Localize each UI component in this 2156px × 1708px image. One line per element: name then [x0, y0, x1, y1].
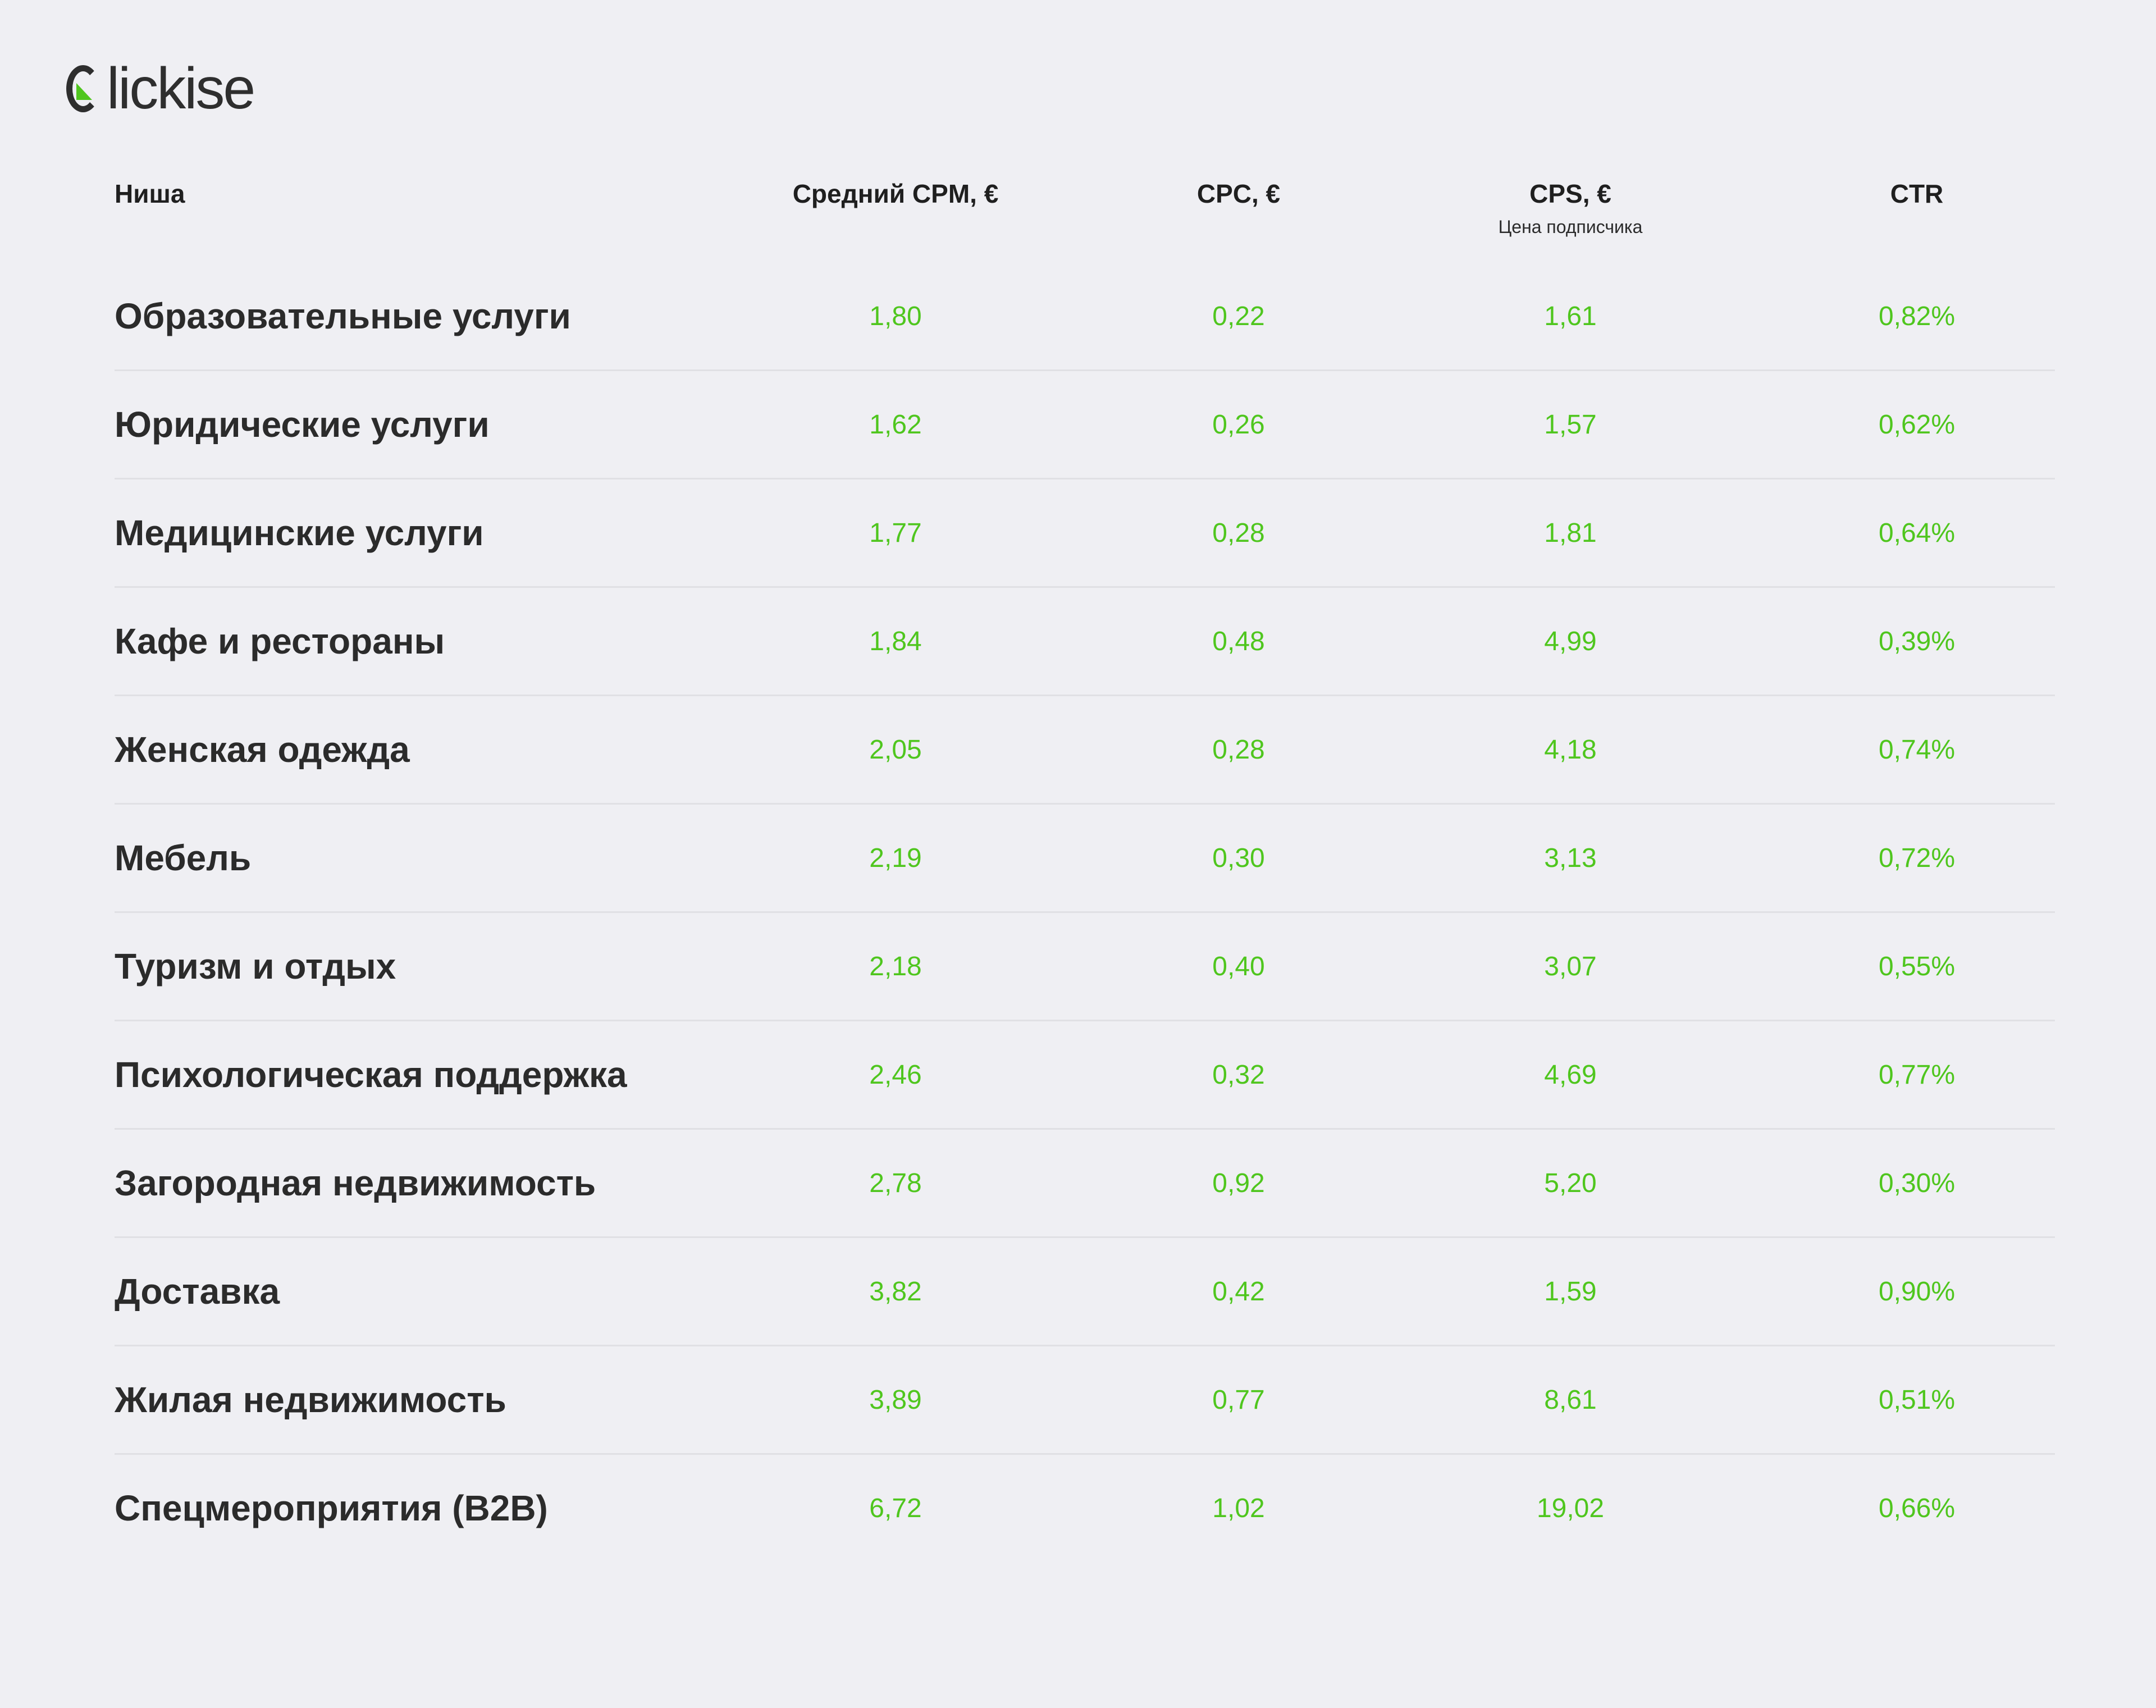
cell-ctr: 0,82%: [1779, 263, 2055, 371]
cell-cpc: 0,48: [1115, 587, 1362, 696]
cell-ctr: 0,64%: [1779, 478, 2055, 588]
cell-cpm: 2,05: [676, 695, 1115, 805]
logo-c-icon: [66, 65, 106, 112]
table-row: Женская одежда 2,05 0,28 4,18 0,74%: [115, 695, 2055, 805]
cell-cps: 3,13: [1362, 803, 1779, 913]
cell-ctr: 0,77%: [1779, 1020, 2055, 1130]
cell-cpm: 1,80: [676, 263, 1115, 371]
cell-niche: Туризм и отдых: [115, 912, 676, 1021]
cell-cps: 4,18: [1362, 695, 1779, 805]
cell-cpm: 1,84: [676, 587, 1115, 696]
cell-cpc: 0,22: [1115, 263, 1362, 371]
cell-cps: 1,81: [1362, 478, 1779, 588]
header-cpc: CPC, €: [1196, 179, 1281, 208]
table-row: Жилая недвижимость 3,89 0,77 8,61 0,51%: [115, 1345, 2055, 1455]
table-row: Кафе и рестораны 1,84 0,48 4,99 0,39%: [115, 587, 2055, 696]
table-body: Образовательные услуги 1,80 0,22 1,61 0,82% Ю…: [115, 263, 2055, 1561]
cell-ctr: 0,51%: [1779, 1345, 2055, 1455]
cell-niche: Медицинские услуги: [115, 478, 676, 588]
cell-ctr: 0,72%: [1779, 803, 2055, 913]
cell-cps: 8,61: [1362, 1345, 1779, 1455]
cell-cpm: 1,77: [676, 478, 1115, 588]
cell-ctr: 0,39%: [1779, 587, 2055, 696]
cell-cpm: 2,19: [676, 803, 1115, 913]
cell-cpc: 0,32: [1115, 1020, 1362, 1130]
cell-cps: 3,07: [1362, 912, 1779, 1021]
cell-ctr: 0,90%: [1779, 1237, 2055, 1346]
table-row: Доставка 3,82 0,42 1,59 0,90%: [115, 1237, 2055, 1346]
cell-cpm: 3,89: [676, 1345, 1115, 1455]
cell-cpm: 2,18: [676, 912, 1115, 1021]
table-row: Юридические услуги 1,62 0,26 1,57 0,62%: [115, 370, 2055, 479]
cell-cpc: 0,77: [1115, 1345, 1362, 1455]
header-niche: Ниша: [115, 179, 185, 208]
cell-cps: 4,69: [1362, 1020, 1779, 1130]
cell-cpc: 0,30: [1115, 803, 1362, 913]
cell-cpc: 0,92: [1115, 1129, 1362, 1238]
header-cps: CPS, € Цена подписчика: [1362, 163, 1779, 263]
cell-ctr: 0,30%: [1779, 1129, 2055, 1238]
cell-ctr: 0,74%: [1779, 695, 2055, 805]
cell-niche: Спецмероприятия (B2B): [115, 1488, 548, 1528]
cell-ctr: 0,66%: [1878, 1493, 1956, 1523]
cell-cps: 5,20: [1362, 1129, 1779, 1238]
cell-cps: 1,59: [1362, 1237, 1779, 1346]
logo-text: lickise: [107, 56, 255, 121]
table-row: Медицинские услуги 1,77 0,28 1,81 0,64%: [115, 478, 2055, 588]
cell-cpc: 0,26: [1115, 370, 1362, 479]
cell-niche: Психологическая поддержка: [115, 1020, 676, 1130]
cell-niche: Женская одежда: [115, 695, 676, 805]
table-row: Загородная недвижимость 2,78 0,92 5,20 0,30%: [115, 1129, 2055, 1238]
header-cpm: Средний CPM, €: [792, 179, 999, 208]
cell-niche: Мебель: [115, 803, 676, 913]
cell-cps: 1,61: [1362, 263, 1779, 371]
cell-cpm: 1,62: [676, 370, 1115, 479]
table-row: Мебель 2,19 0,30 3,13 0,72%: [115, 803, 2055, 913]
cell-cpc: 0,40: [1115, 912, 1362, 1021]
table-row: Психологическая поддержка 2,46 0,32 4,69 0,7…: [115, 1020, 2055, 1130]
cell-cpc: 1,02: [1212, 1493, 1265, 1523]
header-ctr: CTR: [1890, 179, 1944, 208]
cell-cps: 1,57: [1362, 370, 1779, 479]
cell-ctr: 0,62%: [1779, 370, 2055, 479]
niche-metrics-table: Ниша Средний CPM, € CPC, € CPS, € Цена п…: [115, 163, 2055, 1561]
header-cps-sublabel: Цена подписчика: [1498, 217, 1643, 237]
clickise-logo: lickise: [66, 56, 255, 121]
cell-niche: Жилая недвижимость: [115, 1345, 676, 1455]
cell-ctr: 0,55%: [1779, 912, 2055, 1021]
table-header-row: Ниша Средний CPM, € CPC, € CPS, € Цена п…: [115, 163, 2055, 263]
cell-niche: Загородная недвижимость: [115, 1129, 676, 1238]
table-row: Образовательные услуги 1,80 0,22 1,61 0,82%: [115, 263, 2055, 371]
cell-cpc: 0,28: [1115, 695, 1362, 805]
cell-cpm: 2,46: [676, 1020, 1115, 1130]
cell-niche: Доставка: [115, 1237, 676, 1346]
cell-niche: Юридические услуги: [115, 370, 676, 479]
cell-cps: 4,99: [1362, 587, 1779, 696]
cell-cpc: 0,28: [1115, 478, 1362, 588]
cell-cpm: 2,78: [676, 1129, 1115, 1238]
cell-niche: Кафе и рестораны: [115, 587, 676, 696]
table-row: Спецмероприятия (B2B) 6,72 1,02 19,02 0,66%: [115, 1454, 2055, 1562]
cell-cpm: 3,82: [676, 1237, 1115, 1346]
cell-niche: Образовательные услуги: [115, 263, 676, 371]
cell-cpm: 6,72: [869, 1493, 922, 1523]
cell-cpc: 0,42: [1115, 1237, 1362, 1346]
table-row: Туризм и отдых 2,18 0,40 3,07 0,55%: [115, 912, 2055, 1021]
cell-cps: 19,02: [1536, 1493, 1605, 1523]
